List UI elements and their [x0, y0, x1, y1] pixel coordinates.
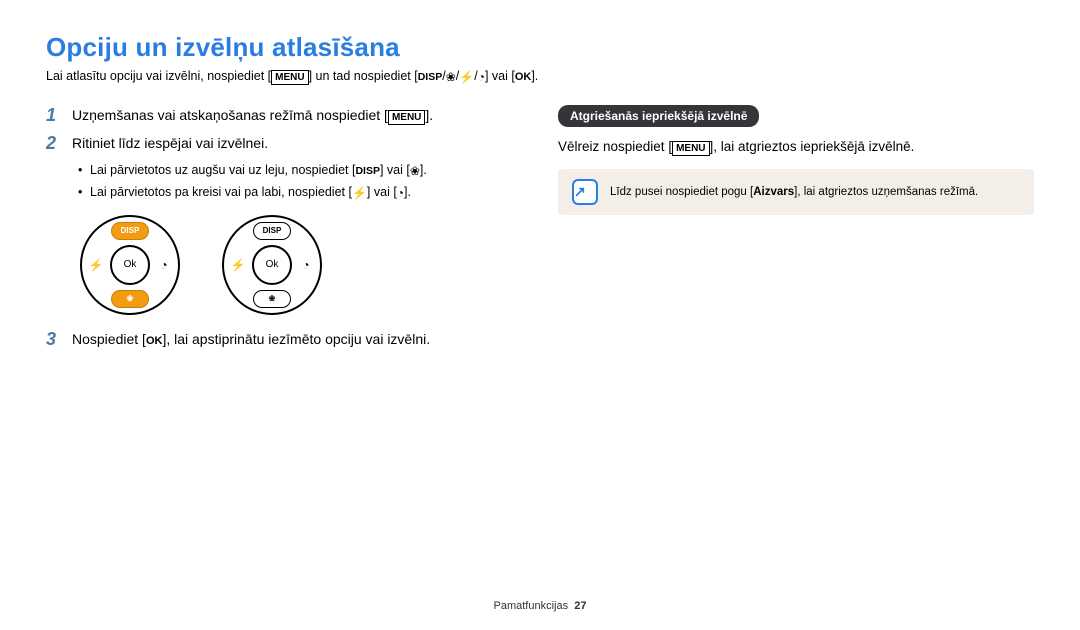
step-1: 1 Uzņemšanas vai atskaņošanas režīmā nos…	[46, 105, 522, 127]
text: Nospiediet [	[72, 331, 146, 347]
disp-button-highlighted: DISP	[111, 222, 149, 240]
bullet-item: Lai pārvietotos pa kreisi vai pa labi, n…	[78, 182, 522, 203]
text: ] un tad nospiediet [	[309, 69, 418, 83]
text: ].	[404, 185, 411, 199]
flower-icon: ❀	[446, 70, 456, 84]
info-note: Līdz pusei nospiediet pogu [Aizvars], la…	[558, 169, 1034, 215]
step-number: 1	[46, 105, 72, 127]
timer-icon: ◔	[156, 258, 172, 272]
dial-row: DISP ⚡ ◔ ❀ Ok DISP ⚡ ◔ ❀ Ok	[80, 215, 522, 315]
menu-icon: MENU	[271, 70, 308, 85]
timer-icon: ◔	[397, 183, 404, 203]
text: Uzņemšanas vai atskaņošanas režīmā nospi…	[72, 107, 388, 123]
text: ].	[425, 107, 433, 123]
nav-dial-highlighted: DISP ⚡ ◔ ❀ Ok	[80, 215, 180, 315]
step-number: 3	[46, 329, 72, 351]
text: Lai pārvietotos pa kreisi vai pa labi, n…	[90, 185, 352, 199]
text: ].	[420, 163, 427, 177]
ok-button: Ok	[110, 245, 150, 285]
text: ] vai [	[380, 163, 410, 177]
step-text: Uzņemšanas vai atskaņošanas režīmā nospi…	[72, 105, 433, 126]
info-icon	[572, 179, 598, 205]
ok-button: Ok	[252, 245, 292, 285]
footer-label: Pamatfunkcijas	[494, 600, 569, 612]
disp-icon: DISP	[355, 163, 380, 181]
nav-dial-plain: DISP ⚡ ◔ ❀ Ok	[222, 215, 322, 315]
bold-text: Aizvars	[753, 186, 794, 198]
flower-icon: ❀	[410, 161, 420, 181]
flash-icon: ⚡	[459, 70, 474, 84]
footer-page-number: 27	[574, 600, 586, 612]
step-number: 2	[46, 133, 72, 155]
text: Līdz pusei nospiediet pogu [	[610, 186, 753, 198]
text: Lai pārvietotos uz augšu vai uz leju, no…	[90, 163, 355, 177]
flash-icon: ⚡	[88, 258, 104, 272]
menu-icon: MENU	[388, 110, 425, 125]
flower-icon: ❀	[127, 294, 134, 303]
right-column: Atgriešanās iepriekšējā izvēlnē Vēlreiz …	[558, 105, 1034, 357]
page-title: Opciju un izvēlņu atlasīšana	[46, 32, 1034, 63]
page: Opciju un izvēlņu atlasīšana Lai atlasīt…	[0, 0, 1080, 630]
text: ] vai [	[367, 185, 397, 199]
columns: 1 Uzņemšanas vai atskaņošanas režīmā nos…	[46, 105, 1034, 357]
step-text: Nospiediet [OK], lai apstiprinātu iezīmē…	[72, 329, 430, 350]
flash-icon: ⚡	[352, 183, 367, 203]
note-text: Līdz pusei nospiediet pogu [Aizvars], la…	[610, 186, 978, 198]
bullet-item: Lai pārvietotos uz augšu vai uz leju, no…	[78, 160, 522, 181]
ok-label: Ok	[266, 259, 279, 270]
page-subtitle: Lai atlasītu opciju vai izvēlni, nospied…	[46, 69, 1034, 85]
ok-icon: OK	[515, 71, 532, 83]
step-3: 3 Nospiediet [OK], lai apstiprinātu iezī…	[46, 329, 522, 351]
ok-label: Ok	[124, 259, 137, 270]
section-badge: Atgriešanās iepriekšējā izvēlnē	[558, 105, 759, 127]
page-footer: Pamatfunkcijas 27	[0, 600, 1080, 612]
left-column: 1 Uzņemšanas vai atskaņošanas režīmā nos…	[46, 105, 522, 357]
timer-icon: ◔	[298, 258, 314, 272]
text: Lai atlasītu opciju vai izvēlni, nospied…	[46, 69, 271, 83]
text: Vēlreiz nospiediet [	[558, 139, 672, 154]
disp-icon: DISP	[418, 71, 443, 83]
step-text: Ritiniet līdz iespējai vai izvēlnei.	[72, 133, 268, 154]
disp-button: DISP	[253, 222, 291, 240]
timer-icon: ◔	[478, 70, 485, 84]
right-line: Vēlreiz nospiediet [MENU], lai atgriezto…	[558, 137, 1034, 157]
menu-icon: MENU	[672, 141, 709, 156]
step-2: 2 Ritiniet līdz iespējai vai izvēlnei.	[46, 133, 522, 155]
text: ], lai apstiprinātu iezīmēto opciju vai …	[162, 331, 430, 347]
text: ] vai [	[485, 69, 515, 83]
flash-icon: ⚡	[230, 258, 246, 272]
bullet-list: Lai pārvietotos uz augšu vai uz leju, no…	[78, 160, 522, 203]
text: ].	[531, 69, 538, 83]
ok-icon: OK	[146, 333, 163, 350]
flower-button-highlighted: ❀	[111, 290, 149, 308]
text: ], lai atgrieztos iepriekšējā izvēlnē.	[710, 139, 915, 154]
flower-icon: ❀	[269, 294, 276, 303]
flower-button: ❀	[253, 290, 291, 308]
text: ], lai atgrieztos uzņemšanas režīmā.	[794, 186, 978, 198]
